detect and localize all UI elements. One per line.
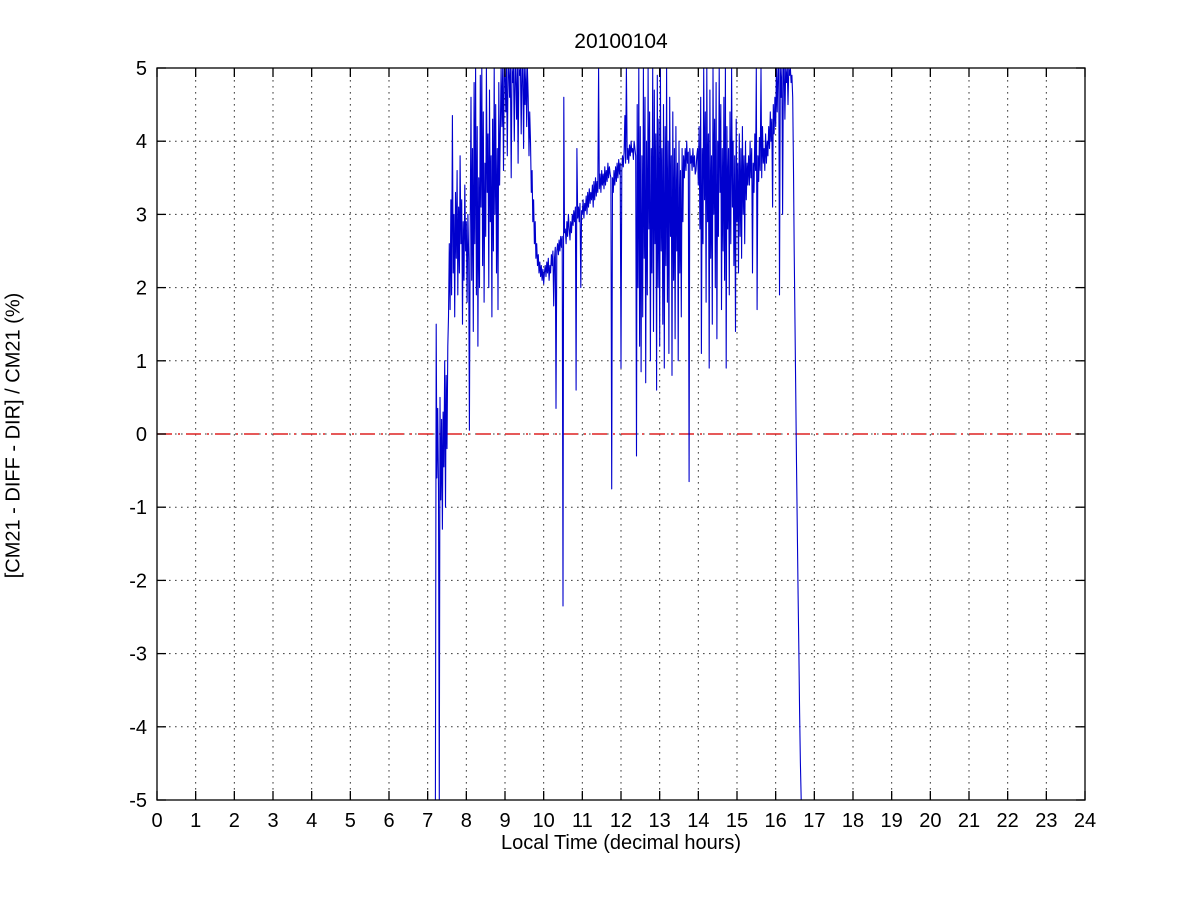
x-tick-label-17: 17 (803, 810, 825, 832)
x-tick-label-20: 20 (919, 810, 941, 832)
y-tick-label--1: -1 (129, 497, 147, 519)
x-tick-label-10: 10 (533, 810, 555, 832)
y-tick-label--3: -3 (129, 644, 147, 666)
x-tick-label-13: 13 (649, 810, 671, 832)
x-tick-label-3: 3 (267, 810, 278, 832)
y-tick-label-3: 3 (136, 204, 147, 226)
chart-title: 20100104 (574, 30, 668, 53)
x-tick-label-15: 15 (726, 810, 748, 832)
y-tick-label-2: 2 (136, 278, 147, 300)
x-tick-label-12: 12 (610, 810, 632, 832)
x-tick-label-23: 23 (1035, 810, 1057, 832)
y-tick-label-4: 4 (136, 131, 147, 153)
x-tick-label-14: 14 (687, 810, 709, 832)
x-tick-label-24: 24 (1074, 810, 1096, 832)
x-tick-label-2: 2 (229, 810, 240, 832)
x-tick-label-16: 16 (765, 810, 787, 832)
data-series-line (434, 67, 802, 801)
x-tick-label-0: 0 (151, 810, 162, 832)
x-tick-label-8: 8 (461, 810, 472, 832)
axis-ticks (156, 67, 1086, 801)
x-tick-label-4: 4 (306, 810, 317, 832)
y-tick-label--4: -4 (129, 717, 147, 739)
x-tick-label-11: 11 (572, 810, 593, 832)
x-tick-label-6: 6 (383, 810, 394, 832)
x-tick-label-9: 9 (499, 810, 510, 832)
x-tick-label-18: 18 (842, 810, 864, 832)
y-tick-labels: -5 -4 -3 -2 -1 0 1 2 3 4 5 (129, 58, 147, 812)
x-tick-label-5: 5 (345, 810, 356, 832)
x-tick-label-22: 22 (997, 810, 1019, 832)
y-tick-label-0: 0 (136, 424, 147, 446)
y-tick-label-1: 1 (136, 351, 147, 373)
x-tick-label-21: 21 (958, 810, 980, 832)
y-tick-label--5: -5 (129, 790, 147, 812)
x-tick-labels: 0 1 2 3 4 5 6 7 8 9 10 11 12 13 14 15 16 17 18 19 20 21 22 23 24 (151, 810, 1096, 832)
x-axis-label: Local Time (decimal hours) (500, 832, 742, 854)
y-tick-label-5: 5 (136, 58, 147, 80)
x-tick-label-1: 1 (190, 810, 201, 832)
y-tick-label--2: -2 (129, 570, 147, 592)
x-tick-label-19: 19 (881, 810, 903, 832)
x-tick-label-7: 7 (422, 810, 433, 832)
